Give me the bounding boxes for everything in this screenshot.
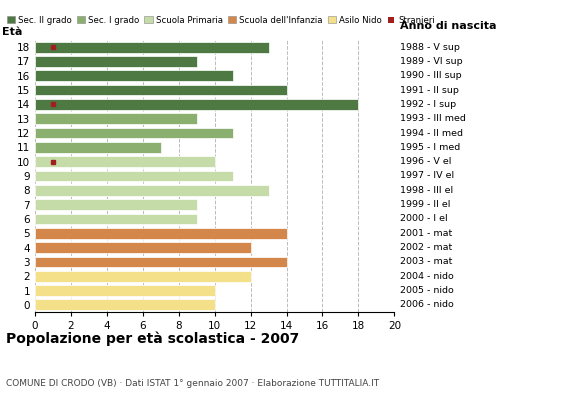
Text: 2006 - nido: 2006 - nido <box>400 300 454 309</box>
Text: 1999 - II el: 1999 - II el <box>400 200 451 209</box>
Text: 1994 - II med: 1994 - II med <box>400 128 463 138</box>
Bar <box>35 142 161 153</box>
Text: 1993 - III med: 1993 - III med <box>400 114 466 123</box>
Bar <box>35 42 269 52</box>
Text: Età: Età <box>2 27 23 37</box>
Text: 2004 - nido: 2004 - nido <box>400 272 454 281</box>
Text: 2001 - mat: 2001 - mat <box>400 229 452 238</box>
Bar <box>35 285 215 296</box>
Text: 1989 - VI sup: 1989 - VI sup <box>400 57 463 66</box>
Text: 1992 - I sup: 1992 - I sup <box>400 100 456 109</box>
Text: 1995 - I med: 1995 - I med <box>400 143 461 152</box>
Text: 1996 - V el: 1996 - V el <box>400 157 452 166</box>
Text: Popolazione per età scolastica - 2007: Popolazione per età scolastica - 2007 <box>6 332 299 346</box>
Bar <box>35 256 287 267</box>
Bar <box>35 56 197 67</box>
Text: 2005 - nido: 2005 - nido <box>400 286 454 295</box>
Text: 1991 - II sup: 1991 - II sup <box>400 86 459 95</box>
Bar <box>35 99 358 110</box>
Text: 2000 - I el: 2000 - I el <box>400 214 448 224</box>
Bar <box>35 70 233 81</box>
Text: 1997 - IV el: 1997 - IV el <box>400 172 454 180</box>
Text: COMUNE DI CRODO (VB) · Dati ISTAT 1° gennaio 2007 · Elaborazione TUTTITALIA.IT: COMUNE DI CRODO (VB) · Dati ISTAT 1° gen… <box>6 379 379 388</box>
Text: Anno di nascita: Anno di nascita <box>400 22 496 32</box>
Text: 2002 - mat: 2002 - mat <box>400 243 452 252</box>
Bar <box>35 271 251 282</box>
Bar <box>35 300 215 310</box>
Bar <box>35 156 215 167</box>
Bar <box>35 171 233 181</box>
Bar <box>35 85 287 96</box>
Bar <box>35 113 197 124</box>
Bar <box>35 185 269 196</box>
Bar <box>35 128 233 138</box>
Bar <box>35 228 287 239</box>
Text: 2003 - mat: 2003 - mat <box>400 257 452 266</box>
Text: 1988 - V sup: 1988 - V sup <box>400 43 460 52</box>
Legend: Sec. II grado, Sec. I grado, Scuola Primaria, Scuola dell'Infanzia, Asilo Nido, : Sec. II grado, Sec. I grado, Scuola Prim… <box>7 16 435 25</box>
Bar <box>35 214 197 224</box>
Text: 1990 - III sup: 1990 - III sup <box>400 71 462 80</box>
Bar <box>35 199 197 210</box>
Bar <box>35 242 251 253</box>
Text: 1998 - III el: 1998 - III el <box>400 186 454 195</box>
